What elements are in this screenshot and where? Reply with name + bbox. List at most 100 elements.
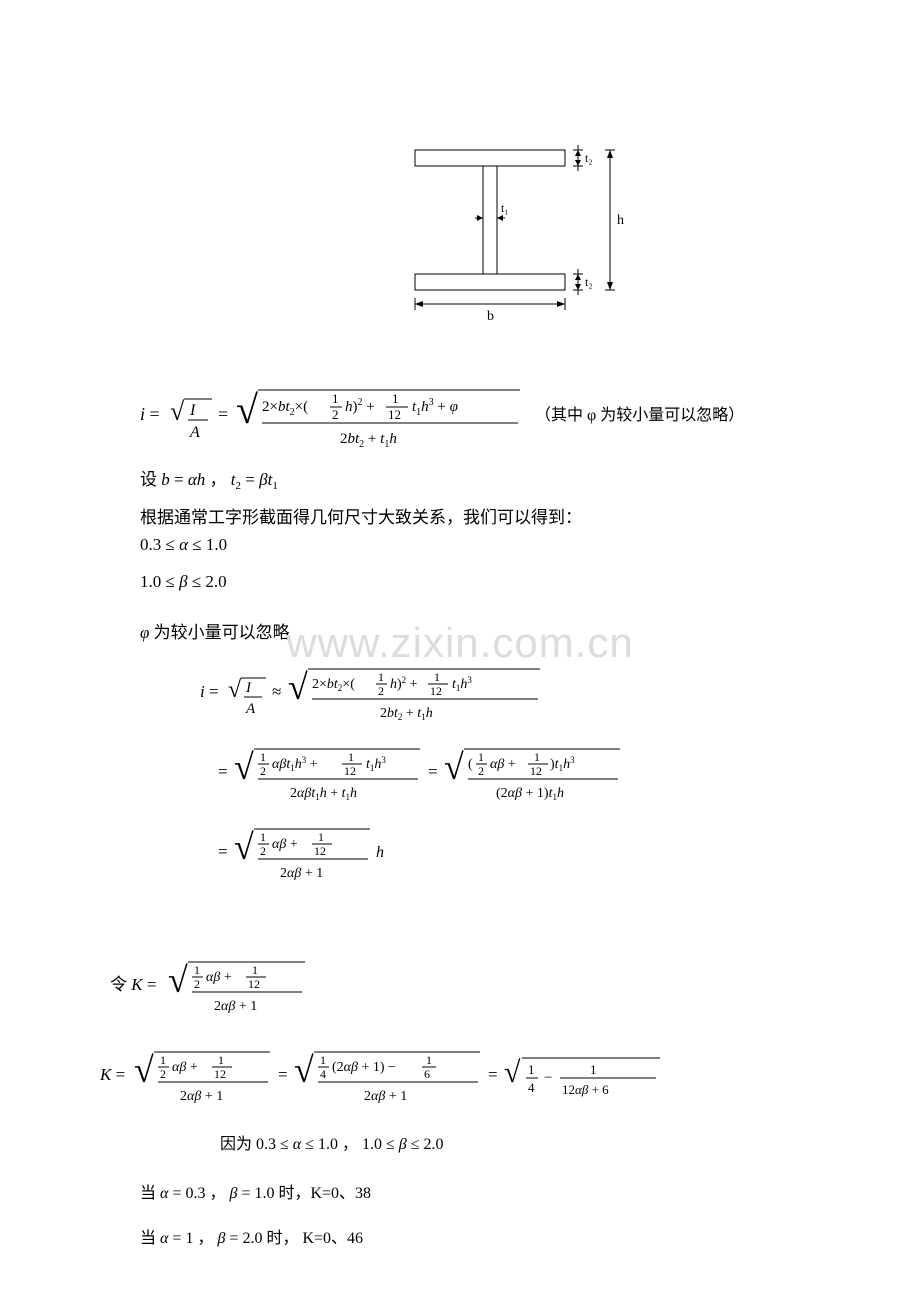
svg-text:12: 12: [344, 764, 356, 778]
svg-text:1: 1: [528, 1062, 535, 1077]
svg-text:2: 2: [478, 764, 484, 778]
svg-text:2×bt2×(: 2×bt2×(: [312, 677, 355, 693]
svg-text:(2αβ + 1)t1h: (2αβ + 1)t1h: [496, 786, 564, 802]
because-line: 因为 0.3 ≤ α ≤ 1.0 ， 1.0 ≤ β ≤ 2.0: [220, 1133, 800, 1160]
svg-text:1: 1: [260, 750, 266, 764]
svg-text:1: 1: [378, 670, 384, 684]
svg-text:=: =: [218, 842, 228, 861]
svg-text:(2αβ + 1) −: (2αβ + 1) −: [332, 1060, 396, 1075]
svg-text:√: √: [236, 387, 258, 432]
label-h: h: [617, 213, 624, 228]
svg-text:0.3 ≤ α ≤ 1.0: 0.3 ≤ α ≤ 1.0: [140, 535, 227, 554]
svg-text:αβ +: αβ +: [206, 970, 232, 985]
svg-text:2αβ + 1: 2αβ + 1: [280, 866, 323, 881]
label-t2-top: t₂: [585, 151, 593, 165]
svg-text:1: 1: [478, 750, 484, 764]
svg-text:t1h3: t1h3: [366, 755, 386, 773]
svg-text:12: 12: [248, 977, 260, 991]
equation-i-full: i = √ I A = √ 2×bt2×( 1 2 h)2 + 1 12 t1h…: [140, 375, 800, 460]
svg-text:I: I: [189, 402, 196, 419]
svg-text:t1h3: t1h3: [452, 675, 472, 693]
svg-text:h)2 +: h)2 +: [390, 675, 418, 692]
svg-text:2bt2 + t1h: 2bt2 + t1h: [380, 706, 433, 722]
svg-text:√: √: [234, 827, 254, 867]
svg-text:1: 1: [218, 1053, 224, 1067]
svg-text:1: 1: [160, 1053, 166, 1067]
svg-text:12αβ + 6: 12αβ + 6: [562, 1082, 609, 1097]
svg-text:=: =: [218, 762, 228, 781]
svg-text:1: 1: [392, 391, 399, 406]
svg-text:当 α = 0.3 ， β = 1.0 时，K=0、38: 当 α = 0.3 ， β = 1.0 时，K=0、38: [140, 1184, 371, 1202]
equation-let-k: 令 K = √ 12 αβ + 112 2αβ + 1: [110, 950, 800, 1030]
svg-text:1: 1: [318, 830, 324, 844]
line-set: 设 b = αh ， t2 = βt1: [140, 468, 800, 497]
svg-text:2bt2 + t1h: 2bt2 + t1h: [340, 431, 397, 450]
case1: 当 α = 0.3 ， β = 1.0 时，K=0、38: [140, 1182, 800, 1209]
svg-text:A: A: [189, 424, 200, 441]
svg-text:12: 12: [430, 684, 442, 698]
svg-text:设 b = αh ， t2 = βt1: 设 b = αh ， t2 = βt1: [140, 470, 278, 492]
svg-text:1: 1: [426, 1053, 432, 1067]
svg-text:)t1h3: )t1h3: [550, 755, 575, 773]
svg-text:6: 6: [424, 1067, 430, 1081]
svg-text:i =: i =: [140, 404, 160, 424]
equation-k-expand: K = √ 12 αβ + 112 2αβ + 1 = √ 14 (2αβ + …: [100, 1038, 800, 1123]
svg-text:令 K =: 令 K =: [110, 975, 156, 994]
svg-text:12: 12: [388, 407, 401, 422]
svg-text:αβ +: αβ +: [490, 757, 516, 772]
svg-text:≈: ≈: [272, 682, 281, 701]
svg-text:√: √: [228, 677, 242, 703]
svg-text:12: 12: [214, 1067, 226, 1081]
svg-text:1: 1: [590, 1062, 597, 1077]
svg-text:αβ +: αβ +: [172, 1060, 198, 1075]
range-beta: 1.0 ≤ β ≤ 2.0: [140, 571, 800, 598]
label-t1: t₁: [501, 201, 509, 215]
svg-text:2: 2: [378, 684, 384, 698]
case2: 当 α = 1 ， β = 2.0 时， K=0、46: [140, 1227, 800, 1254]
svg-text:4: 4: [528, 1080, 535, 1095]
svg-text:−: −: [544, 1070, 552, 1086]
svg-text:2: 2: [160, 1067, 166, 1081]
svg-text:h)2 +: h)2 +: [345, 397, 375, 415]
svg-text:√: √: [444, 747, 464, 787]
svg-text:2: 2: [332, 407, 339, 422]
svg-text:12: 12: [314, 844, 326, 858]
svg-text:2αβt1h + t1h: 2αβt1h + t1h: [290, 786, 357, 802]
svg-text:2αβ + 1: 2αβ + 1: [180, 1089, 223, 1104]
svg-text:1: 1: [252, 963, 258, 977]
label-b: b: [487, 309, 494, 324]
svg-text:√: √: [504, 1056, 521, 1089]
svg-text:1: 1: [194, 963, 200, 977]
eq1-note: （其中 φ 为较小量可以忽略）: [535, 406, 744, 424]
svg-text:√: √: [170, 397, 185, 426]
equation-derivation: i = √ I A ≈ √ 2×bt2×( 12 h)2 + 112 t1h3 …: [200, 657, 800, 942]
svg-text:K =: K =: [100, 1065, 125, 1084]
svg-text:A: A: [245, 701, 256, 717]
svg-text:1: 1: [260, 830, 266, 844]
phi-note: φ 为较小量可以忽略: [140, 622, 800, 649]
line-desc: 根据通常工字形截面得几何尺寸大致关系，我们可以得到：: [140, 503, 800, 528]
svg-text:√: √: [234, 747, 254, 787]
range-alpha: 0.3 ≤ α ≤ 1.0: [140, 534, 800, 561]
svg-text:12: 12: [530, 764, 542, 778]
svg-text:αβt1h3 +: αβt1h3 +: [272, 755, 318, 773]
svg-text:1: 1: [534, 750, 540, 764]
svg-text:2αβ + 1: 2αβ + 1: [214, 999, 257, 1014]
svg-text:4: 4: [320, 1067, 326, 1081]
svg-text:=: =: [488, 1065, 498, 1084]
label-t2-bot: t₂: [585, 275, 593, 289]
svg-text:2: 2: [260, 844, 266, 858]
svg-text:=: =: [428, 762, 438, 781]
svg-text:1: 1: [320, 1053, 326, 1067]
svg-text:1: 1: [434, 670, 440, 684]
svg-text:√: √: [288, 667, 308, 707]
svg-text:i =: i =: [200, 682, 219, 701]
svg-text:2αβ + 1: 2αβ + 1: [364, 1089, 407, 1104]
svg-text:2: 2: [194, 977, 200, 991]
svg-text:1: 1: [348, 750, 354, 764]
svg-text:当 α = 1 ， β = 2.0 时， K=0、46: 当 α = 1 ， β = 2.0 时， K=0、46: [140, 1229, 363, 1247]
svg-text:1.0 ≤ β ≤ 2.0: 1.0 ≤ β ≤ 2.0: [140, 572, 227, 591]
svg-text:=: =: [218, 404, 228, 424]
svg-text:t1h3 + φ: t1h3 + φ: [412, 397, 458, 418]
svg-text:1: 1: [332, 391, 339, 406]
